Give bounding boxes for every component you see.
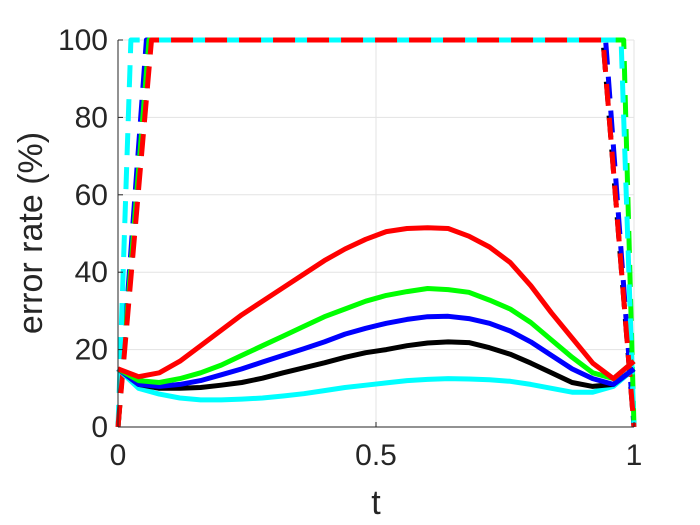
x-tick-label: 1 — [626, 439, 643, 472]
y-tick-label: 20 — [75, 334, 108, 367]
solid-series-line-9 — [117, 225, 636, 382]
y-tick-label: 60 — [75, 179, 108, 212]
x-axis-label: t — [371, 484, 381, 522]
y-tick-label: 80 — [75, 101, 108, 134]
solid-series-line-7 — [116, 313, 636, 389]
dashed-series-line-4 — [115, 37, 637, 428]
y-tick-label: 40 — [75, 256, 108, 289]
axes — [117, 39, 635, 428]
solid-series-line-6 — [116, 339, 636, 391]
y-tick-label: 100 — [58, 24, 108, 57]
x-tick-label: 0.5 — [355, 439, 397, 472]
tick-labels: 0 0.5 1 0 20 40 60 80 100 — [58, 24, 642, 472]
solid-series-line-5 — [116, 366, 636, 403]
y-axis-label: error rate (%) — [12, 132, 50, 334]
x-tick-label: 0 — [110, 439, 127, 472]
solid-series-line-8 — [116, 286, 636, 385]
series-group — [115, 37, 637, 428]
y-tick-label: 0 — [91, 411, 108, 444]
plot-area — [115, 37, 637, 428]
